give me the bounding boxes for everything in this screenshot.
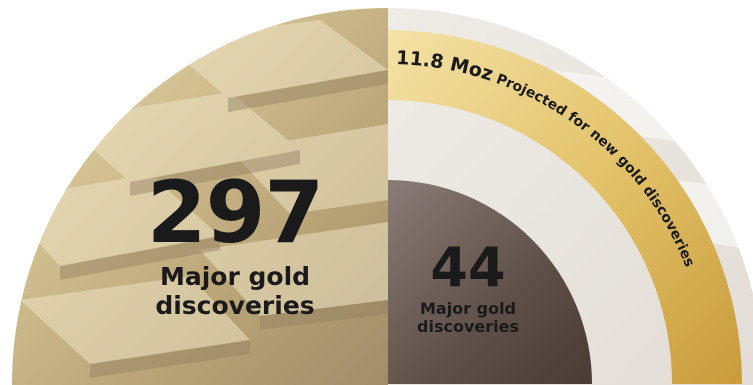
- left-stat-label-line2: discoveries: [155, 291, 315, 320]
- right-stat-label-line2: discoveries: [417, 317, 519, 336]
- gold-ring: [388, 30, 742, 384]
- left-stat-label-line1: Major gold: [159, 262, 311, 291]
- left-stat: 297 Major gold discoveries: [140, 170, 330, 320]
- left-stat-value: 297: [146, 163, 325, 263]
- right-stat-value: 44: [430, 236, 506, 299]
- inner-quarter-disc: [388, 180, 592, 384]
- right-stat-label-line1: Major gold: [419, 299, 517, 318]
- right-stat: 44 Major gold discoveries: [408, 240, 528, 336]
- right-stat-label: Major gold discoveries: [408, 300, 528, 336]
- left-stat-label: Major gold discoveries: [140, 262, 330, 320]
